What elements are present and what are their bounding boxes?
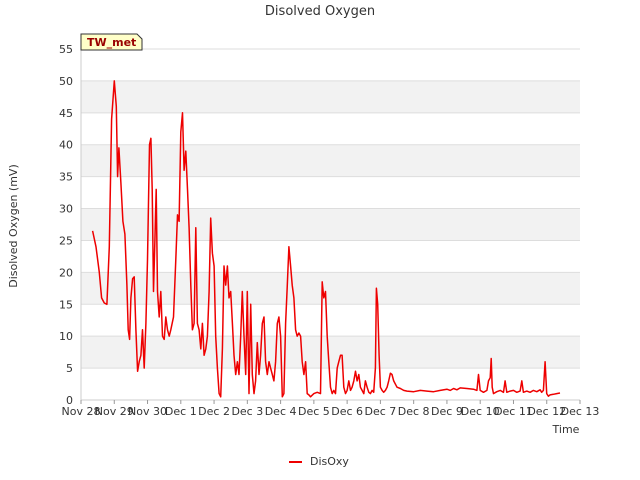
chart-title: Disolved Oxygen <box>265 4 375 19</box>
y-tick-label: 5 <box>66 362 73 375</box>
y-tick-label: 0 <box>66 394 73 407</box>
x-tick-label: Dec 7 <box>365 405 397 418</box>
legend: DisOxy <box>289 455 349 468</box>
x-tick-label: Dec 4 <box>265 405 297 418</box>
plot-band <box>81 336 580 369</box>
x-tick-label: Nov 30 <box>128 405 167 418</box>
plot-band <box>81 272 580 305</box>
y-tick-label: 45 <box>59 107 73 120</box>
station-badge-label: TW_met <box>87 36 136 49</box>
x-tick-label: Dec 5 <box>298 405 330 418</box>
plot-band <box>81 176 580 209</box>
x-tick-label: Dec 1 <box>165 405 197 418</box>
x-tick-label: Dec 2 <box>198 405 230 418</box>
x-tick-label: Dec 12 <box>527 405 566 418</box>
plot-band <box>81 49 580 81</box>
y-axis-ticks: 0 5 10 15 20 25 30 35 40 45 50 55 <box>59 43 73 407</box>
y-tick-label: 25 <box>59 234 73 247</box>
x-tick-label: Dec 6 <box>331 405 363 418</box>
plot-band <box>81 80 580 113</box>
station-badge-box <box>80 33 143 51</box>
x-axis-label: Time <box>552 423 580 436</box>
x-tick-label: Dec 13 <box>561 405 600 418</box>
x-tick-label: Dec 11 <box>494 405 533 418</box>
x-tick-label: Nov 29 <box>95 405 134 418</box>
y-tick-label: 50 <box>59 75 73 88</box>
y-tick-label: 55 <box>59 43 73 56</box>
legend-label-disoxy: DisOxy <box>310 455 349 468</box>
x-tick-label: Nov 28 <box>62 405 101 418</box>
plot-band <box>81 208 580 241</box>
y-tick-label: 20 <box>59 266 73 279</box>
x-tick-label: Dec 8 <box>398 405 430 418</box>
plot-band <box>81 112 580 145</box>
x-tick-label: Dec 9 <box>431 405 463 418</box>
y-tick-label: 15 <box>59 298 73 311</box>
y-tick-label: 40 <box>59 139 73 152</box>
y-axis-label: Disolved Oxygen (mV) <box>7 164 20 288</box>
station-badge: TW_met <box>80 33 143 51</box>
y-tick-label: 35 <box>59 171 73 184</box>
plot-band <box>81 240 580 273</box>
y-tick-label: 10 <box>59 330 73 343</box>
x-tick-label: Dec 10 <box>461 405 500 418</box>
plot-band <box>81 304 580 337</box>
plot-band <box>81 144 580 177</box>
plot-bands <box>81 49 580 400</box>
gridlines <box>80 48 580 401</box>
x-tick-label: Dec 3 <box>231 405 263 418</box>
series-line-disoxy <box>91 80 561 398</box>
y-tick-label: 30 <box>59 203 73 216</box>
